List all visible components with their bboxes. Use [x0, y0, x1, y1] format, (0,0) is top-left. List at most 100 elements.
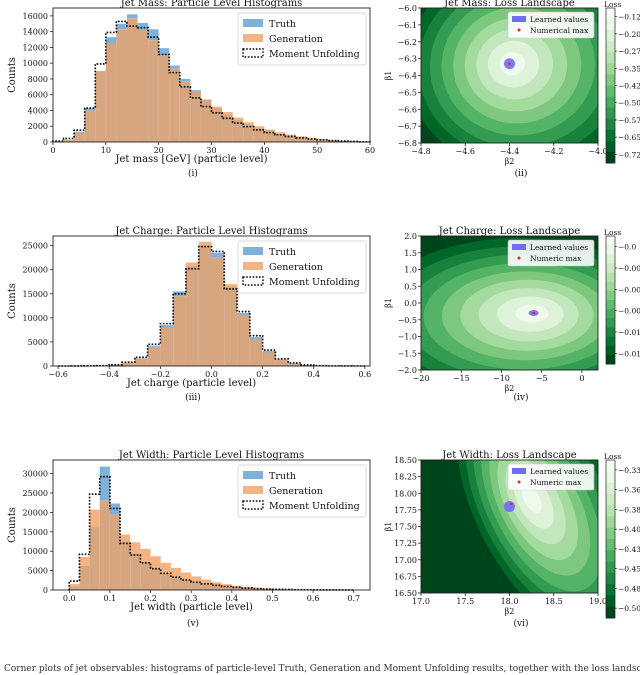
x-tick-label: 50 — [312, 146, 322, 155]
y-tick-label: 20000 — [23, 508, 48, 517]
loss-landscape-mass_loss: Jet Mass: Loss Landscape −4.8 −4.6 −4.4 −4.2… — [384, 0, 640, 179]
colorbar-segment — [606, 516, 615, 529]
y-tick-label: 4000 — [28, 106, 48, 115]
x-tick-label: 0 — [579, 374, 584, 383]
histogram-mass: Jet Mass: Particle Level Histograms 0 10 20… — [7, 0, 375, 179]
colorbar-tick-label: −0.0 — [618, 243, 636, 252]
colorbar-segment — [606, 140, 615, 153]
x-tick-label: −0.2 — [151, 370, 170, 379]
colorbar-segment — [606, 606, 615, 619]
colorbar-segment — [606, 254, 615, 264]
bar-generation — [79, 557, 90, 566]
subfigure-label: (ii) — [515, 168, 528, 179]
legend-swatch-generation — [243, 34, 263, 42]
bar-overlap — [232, 119, 244, 142]
legend-swatch-truth — [243, 247, 263, 255]
colorbar-tick-label: −0.432 — [618, 545, 640, 554]
colorbar-segment — [606, 318, 615, 328]
colorbar-tick-label: −0.336 — [618, 466, 640, 475]
colorbar-segment — [606, 41, 615, 53]
bar-generation — [211, 106, 223, 109]
y-tick-label: 17.00 — [394, 556, 417, 565]
colorbar-segment — [606, 595, 615, 608]
bar-generation — [231, 585, 242, 588]
colorbar-segment — [606, 527, 615, 540]
bar-overlap — [200, 99, 212, 142]
y-tick-label: 0 — [43, 586, 48, 595]
colorbar-segment — [606, 245, 615, 255]
y-tick-label: 16000 — [23, 12, 48, 21]
bar-generation — [140, 548, 151, 562]
y-tick-label: −6.1 — [398, 21, 417, 30]
bar-truth — [99, 466, 110, 501]
bar-overlap — [150, 568, 161, 590]
bar-truth — [262, 351, 276, 353]
legend-box — [507, 11, 595, 39]
bar-overlap — [285, 135, 297, 142]
bar-truth — [84, 108, 96, 111]
legend-label-truth: Truth — [269, 471, 296, 482]
bar-overlap — [211, 108, 223, 142]
bar-truth — [109, 503, 121, 515]
bar-truth — [179, 78, 191, 82]
moment-unfolding-line — [52, 20, 371, 143]
bar-overlap — [120, 541, 131, 590]
y-tick-label: −6.4 — [398, 72, 417, 81]
bar-overlap — [185, 265, 199, 366]
colorbar-segment — [606, 63, 615, 75]
figure-caption: Corner plots of jet observables: histogr… — [4, 664, 640, 674]
x-axis-label: β2 — [505, 607, 515, 616]
y-tick-label: 10000 — [23, 547, 48, 556]
bar-generation — [241, 586, 253, 588]
x-axis-label: β2 — [505, 157, 515, 166]
bar-truth — [137, 22, 149, 31]
bar-generation — [160, 562, 171, 574]
chart-title: Jet Width: Loss Landscape — [441, 450, 576, 461]
colorbar-segment — [606, 8, 615, 20]
bar-overlap — [262, 352, 276, 366]
bar-truth — [105, 37, 117, 44]
legend-swatch-moment — [242, 48, 264, 58]
colorbar-tick-label: −0.005 — [618, 285, 640, 294]
histogram-width: Jet Width: Particle Level Histograms 0.0 0… — [7, 450, 371, 629]
colorbar-segment — [606, 493, 615, 506]
chart-title: Jet Charge: Loss Landscape — [438, 226, 580, 237]
chart-title: Jet Width: Particle Level Histograms — [118, 450, 304, 461]
legend-label-numerical-max: Numeric max — [530, 478, 582, 487]
bar-overlap — [169, 68, 180, 142]
bar-overlap — [160, 573, 171, 590]
numerical-max-marker — [508, 62, 511, 66]
x-tick-label: −20 — [413, 374, 430, 383]
bar-generation — [296, 136, 307, 138]
bar-overlap — [160, 327, 174, 366]
loss-landscape-width_loss: Jet Width: Loss Landscape 17.0 17.5 18.0 18.… — [384, 450, 640, 629]
bar-generation — [264, 129, 275, 132]
colorbar-tick-label: −0.575 — [618, 116, 640, 125]
x-tick-label: −10 — [493, 374, 510, 383]
bar-overlap — [274, 133, 286, 142]
legend-label-moment: Moment Unfolding — [269, 277, 360, 288]
contour-field — [421, 236, 598, 370]
subfigure-label: (i) — [188, 168, 198, 179]
bar-overlap — [191, 582, 202, 590]
y-tick-label: 15000 — [23, 290, 48, 299]
bar-overlap — [211, 585, 222, 590]
legend-label-truth: Truth — [269, 247, 296, 258]
legend-label-generation: Generation — [269, 34, 323, 45]
colorbar-segment — [606, 300, 615, 310]
colorbar-tick-label: −0.002 — [618, 264, 640, 273]
bar-overlap — [221, 586, 232, 590]
x-tick-label: 17.0 — [412, 597, 430, 606]
y-tick-label: 10000 — [23, 314, 48, 323]
y-tick-label: −6.6 — [398, 105, 417, 114]
bar-overlap — [249, 339, 263, 366]
x-tick-label: 0.5 — [266, 594, 279, 603]
bar-generation — [89, 509, 100, 528]
legend-label-numerical-max: Numeric max — [530, 254, 582, 263]
y-tick-label: 2.0 — [404, 232, 417, 241]
bar-overlap — [126, 18, 138, 143]
x-tick-label: 10 — [101, 146, 111, 155]
colorbar-segment — [606, 327, 615, 338]
bar-overlap — [74, 132, 85, 142]
x-tick-label: 0.1 — [104, 594, 117, 603]
